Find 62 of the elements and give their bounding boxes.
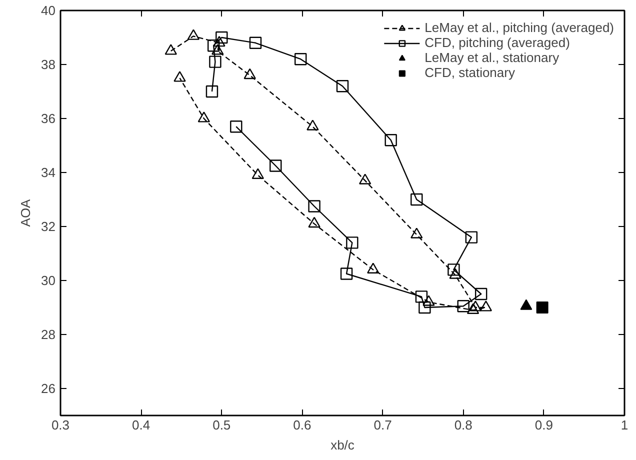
point (270, 160, 282, 172)
point (384, 134, 397, 146)
point (466, 303, 480, 314)
point (164, 44, 177, 55)
point (410, 228, 423, 238)
point (308, 200, 320, 212)
point (449, 268, 462, 279)
point (367, 262, 380, 274)
y-axis-title: AOA (18, 198, 34, 227)
legend-label: CFD, stationary (424, 65, 515, 80)
point (422, 295, 435, 306)
x-tick-label: 0.5 (212, 418, 231, 432)
y-tick-label: 38 (41, 57, 56, 72)
point (536, 302, 548, 314)
point (474, 288, 488, 300)
x-tick-label: 0.6 (293, 418, 312, 432)
y-tick-label: 34 (41, 165, 56, 180)
point (252, 168, 264, 179)
y-tick-label: 40 (41, 3, 56, 18)
point (213, 36, 226, 47)
point (465, 231, 478, 244)
point (410, 193, 423, 206)
x-tick-label: 0.8 (454, 418, 472, 432)
point (346, 236, 358, 249)
x-tick-label: 1 (620, 418, 628, 432)
point (207, 40, 220, 52)
point (294, 53, 307, 66)
point (448, 264, 460, 276)
point (340, 268, 353, 280)
y-tick-label: 30 (41, 273, 56, 288)
point (469, 300, 482, 312)
point (418, 301, 431, 314)
x-tick-label: 0.9 (534, 418, 553, 432)
y-tick-label: 36 (41, 111, 56, 126)
point (415, 290, 428, 303)
point (244, 68, 256, 80)
point (249, 36, 262, 49)
x-tick-label: 0.3 (51, 418, 70, 432)
x-tick-label: 0.7 (374, 418, 392, 432)
point (216, 31, 228, 44)
y-tick-label: 32 (41, 219, 56, 234)
y-tick-label: 28 (41, 327, 56, 342)
point (308, 216, 320, 228)
legend-label: LeMay et al., stationary (424, 50, 560, 65)
point (187, 29, 200, 40)
point (480, 300, 492, 312)
x-axis-title: xb/c (330, 438, 355, 452)
point (198, 112, 210, 122)
legend-label: LeMay et al., pitching (averaged) (424, 20, 614, 35)
y-tick-label: 26 (41, 381, 56, 396)
point (306, 120, 319, 130)
point (212, 44, 224, 55)
point (209, 56, 222, 68)
point (358, 174, 372, 184)
point (230, 120, 242, 133)
point (174, 71, 186, 82)
legend-label: CFD, pitching (averaged) (424, 35, 570, 50)
point (520, 299, 532, 310)
x-tick-label: 0.4 (132, 418, 150, 432)
point (457, 300, 470, 312)
point (336, 80, 349, 92)
point (206, 85, 218, 98)
